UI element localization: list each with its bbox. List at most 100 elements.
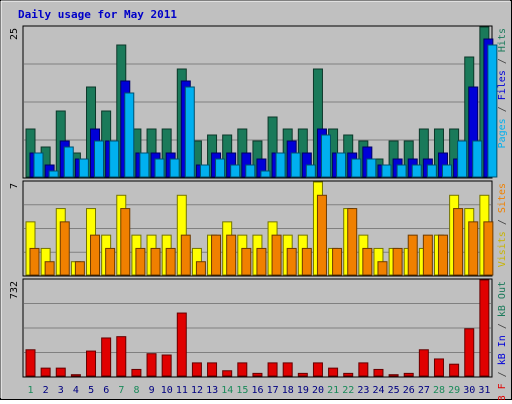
legend-part: /	[497, 365, 508, 383]
legend-part: /	[497, 213, 508, 231]
bar-kb-f-day-1	[25, 349, 36, 377]
bar-kb-f-day-26	[403, 372, 414, 377]
bar-pages-day-2	[48, 170, 59, 178]
axis-max-label: 732	[9, 281, 20, 299]
bar-sites-day-25	[392, 247, 403, 276]
series-kb-f	[25, 279, 490, 377]
bar-sites-day-20	[316, 194, 327, 276]
bar-kb-f-day-13	[207, 362, 218, 377]
bar-sites-day-14	[226, 234, 237, 276]
x-tick-label: 13	[206, 385, 218, 396]
x-axis-labels: 1 2 3 4 5 6 7 8 9 10 11 12 13 14 15 16 17 18 19 20 21 22 23 24 2…	[28, 385, 491, 396]
bar-sites-day-9	[150, 247, 161, 276]
bar-sites-day-28	[437, 234, 448, 276]
bar-kb-f-day-28	[433, 358, 444, 377]
bar-sites-day-1	[29, 247, 40, 276]
bar-kb-f-day-12	[191, 362, 202, 377]
legend-part: /	[497, 317, 508, 335]
bar-sites-day-29	[453, 208, 464, 276]
bar-pages-day-12	[199, 164, 210, 178]
bar-pages-day-21	[336, 152, 347, 178]
bar-sites-day-8	[135, 247, 146, 276]
bar-sites-day-7	[120, 208, 131, 276]
bar-pages-day-23	[366, 158, 377, 178]
bar-kb-f-day-6	[101, 337, 112, 377]
bar-pages-day-13	[215, 158, 226, 178]
bar-kb-f-day-3	[55, 367, 66, 377]
x-tick-label: 21	[327, 385, 339, 396]
legend-part: Hits	[497, 28, 508, 52]
x-tick-label: 27	[418, 385, 430, 396]
bar-kb-f-day-14	[222, 370, 233, 377]
x-tick-label: 7	[118, 385, 124, 396]
bar-sites-day-17	[271, 234, 282, 276]
panel-bottom: 732 kB F / kB In / kB Out	[9, 278, 508, 404]
bar-kb-f-day-27	[418, 349, 429, 377]
x-tick-label: 29	[448, 385, 460, 396]
x-tick-label: 24	[373, 385, 385, 396]
bar-kb-f-day-23	[358, 362, 369, 377]
bar-pages-day-10	[169, 158, 180, 178]
bar-sites-day-2	[44, 261, 55, 276]
bar-kb-f-day-24	[373, 368, 384, 377]
bar-kb-f-day-19	[297, 372, 308, 377]
series-legend-label: Visits / Sites	[497, 183, 508, 267]
bar-pages-day-8	[139, 152, 150, 178]
bar-sites-day-6	[105, 247, 116, 276]
bar-kb-f-day-2	[40, 367, 51, 377]
x-tick-label: 28	[433, 385, 445, 396]
bar-kb-f-day-16	[252, 372, 263, 377]
bar-kb-f-day-25	[388, 374, 399, 377]
bar-sites-day-18	[286, 247, 297, 276]
bar-kb-f-day-9	[146, 353, 157, 377]
chart-title: Daily usage for May 2011	[18, 8, 177, 21]
x-tick-label: 23	[357, 385, 369, 396]
bar-pages-day-3	[63, 146, 74, 178]
bar-kb-f-day-15	[237, 362, 248, 377]
axis-max-label: 25	[9, 28, 20, 40]
bar-pages-day-22	[351, 158, 362, 178]
legend-part: kB Out	[497, 281, 508, 317]
bar-kb-f-day-29	[449, 363, 460, 377]
bar-sites-day-15	[241, 247, 252, 276]
panel-top: 25 Pages / Files / Hits	[9, 25, 508, 179]
x-tick-label: 14	[221, 385, 233, 396]
bar-sites-day-5	[90, 234, 101, 276]
bar-kb-f-day-11	[176, 312, 187, 377]
bar-sites-day-11	[180, 234, 191, 276]
legend-part: /	[497, 52, 508, 70]
x-tick-label: 20	[312, 385, 324, 396]
panel-middle: 7 Visits / Sites	[9, 180, 508, 277]
bar-kb-f-day-30	[464, 328, 475, 377]
x-tick-label: 5	[88, 385, 94, 396]
bar-sites-day-27	[422, 234, 433, 276]
bar-pages-day-30	[472, 140, 483, 178]
bar-sites-day-4	[74, 261, 85, 276]
legend-part: kB F	[497, 383, 508, 400]
x-tick-label: 25	[388, 385, 400, 396]
bar-sites-day-22	[347, 208, 358, 276]
bar-pages-day-31	[487, 44, 498, 178]
x-tick-label: 3	[58, 385, 64, 396]
legend-part: /	[497, 100, 508, 118]
bar-sites-day-21	[332, 247, 343, 276]
bar-pages-day-19	[305, 164, 316, 178]
legend-part: kB In	[497, 335, 508, 365]
bar-pages-day-6	[109, 140, 120, 178]
bar-pages-day-29	[457, 140, 468, 178]
x-tick-label: 31	[478, 385, 490, 396]
bar-sites-day-24	[377, 261, 388, 276]
series-legend-label: Pages / Files / Hits	[497, 28, 508, 148]
axis-max-label: 7	[9, 183, 20, 189]
x-tick-label: 22	[342, 385, 354, 396]
bar-kb-f-day-7	[116, 336, 127, 377]
x-tick-label: 1	[28, 385, 34, 396]
bar-sites-day-19	[301, 247, 312, 276]
bar-kb-f-day-18	[282, 362, 293, 377]
x-tick-label: 6	[103, 385, 109, 396]
x-tick-label: 12	[191, 385, 203, 396]
x-tick-label: 11	[176, 385, 188, 396]
